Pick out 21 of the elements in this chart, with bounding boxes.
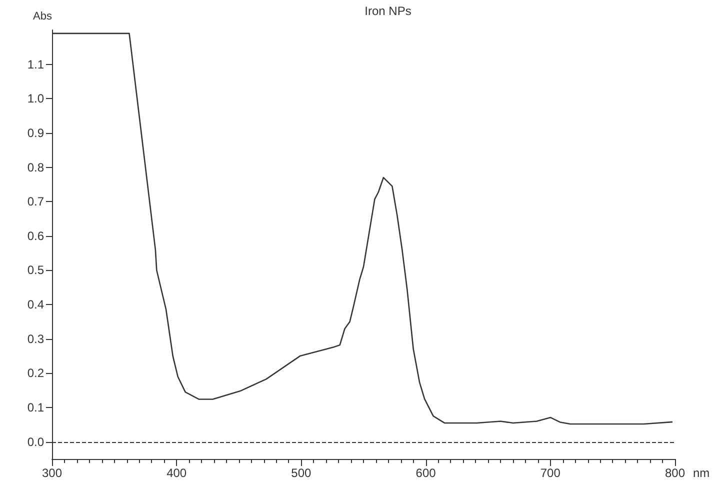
y-tick-label: 0.4 (27, 298, 44, 312)
x-tick-label: 700 (540, 466, 561, 480)
y-tick-label: 0.3 (27, 332, 44, 346)
x-axis-title: nm (693, 466, 710, 480)
y-tick-label: 0.1 (27, 400, 44, 415)
y-tick-label: 0.6 (27, 228, 44, 243)
y-tick-label: 0.0 (27, 434, 44, 449)
y-axis-title: Abs (33, 10, 52, 22)
x-tick-label: 600 (416, 466, 436, 480)
y-tick-label: 1.1 (27, 57, 44, 72)
x-tick-label: 400 (166, 466, 187, 480)
y-tick-label: 1.0 (27, 92, 44, 106)
y-tick-label: 0.8 (27, 160, 44, 174)
y-tick-label: 0.2 (27, 366, 44, 380)
y-tick-label: 0.9 (27, 126, 44, 140)
x-tick-label: 800 (664, 466, 686, 480)
chart-title: Iron NPs (364, 4, 412, 18)
x-tick-label: 500 (291, 466, 312, 480)
y-tick-label: 0.7 (27, 194, 44, 209)
y-tick-label: 0.5 (27, 263, 44, 278)
x-tick-label: 300 (42, 466, 62, 480)
